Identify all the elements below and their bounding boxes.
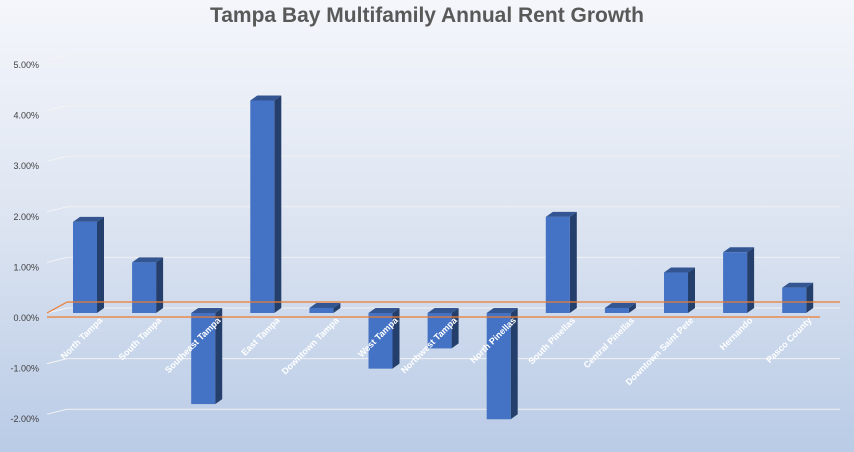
y-tick-label: 2.00% xyxy=(13,212,39,222)
bar xyxy=(604,307,629,313)
bar-side xyxy=(333,302,341,313)
x-tick-label: Downtown Saint Pete xyxy=(624,315,696,387)
bar xyxy=(368,313,393,369)
gridline-depth xyxy=(46,155,68,162)
y-tick-label: 5.00% xyxy=(13,60,39,70)
bar xyxy=(664,272,688,313)
bar-downtown-saint-pete xyxy=(664,267,695,313)
zero-line-depth xyxy=(46,301,68,314)
gridline-depth xyxy=(46,408,68,415)
bar-south-pinellas xyxy=(545,211,577,313)
y-tick-label: -2.00% xyxy=(10,414,39,424)
bar-top xyxy=(191,308,223,313)
bar-side xyxy=(688,267,695,313)
bar-top xyxy=(132,257,164,263)
bar-top xyxy=(427,308,459,313)
x-tick-label: East Tampa xyxy=(239,315,282,358)
gridline-depth xyxy=(46,307,68,314)
gridlines xyxy=(46,54,840,415)
bar-top xyxy=(604,302,636,308)
bar-side xyxy=(569,211,577,313)
y-axis-ticks: -2.00% -1.00% 0.00% 1.00% 2.00% 3.00% 4.00% 5.0… xyxy=(10,60,39,424)
bar-top xyxy=(250,95,282,101)
gridline-depth xyxy=(46,54,68,61)
bar-downtown-tampa xyxy=(309,302,341,313)
bar-top xyxy=(782,282,814,288)
x-tick-label: Downtown Tampa xyxy=(280,315,342,377)
gridline-depth xyxy=(46,256,68,263)
bar-side xyxy=(451,308,459,349)
bar-top xyxy=(723,247,755,253)
gridline-depth xyxy=(46,206,68,213)
zero-line-layer xyxy=(46,301,840,318)
bar xyxy=(250,100,275,313)
bar-side xyxy=(510,308,518,420)
x-tick-label: North Tampa xyxy=(59,315,106,362)
bar-northwest-tampa xyxy=(427,308,459,349)
bar-central-pinellas xyxy=(604,302,636,313)
x-tick-label: Pasco County xyxy=(764,315,814,365)
bar-side xyxy=(806,282,814,313)
x-tick-label: South Tampa xyxy=(117,315,165,363)
bar xyxy=(132,262,157,313)
bar-hernando xyxy=(723,247,755,313)
bar-top xyxy=(545,211,577,217)
y-tick-label: 4.00% xyxy=(13,111,39,121)
y-tick-label: -1.00% xyxy=(10,364,39,374)
bar-west-tampa xyxy=(368,308,400,369)
bar-side xyxy=(156,257,164,313)
chart-title: Tampa Bay Multifamily Annual Rent Growth xyxy=(209,4,645,27)
bar-east-tampa xyxy=(250,95,282,313)
y-tick-label: 0.00% xyxy=(13,313,39,323)
bar-south-tampa xyxy=(132,257,164,313)
bar-pasco-county xyxy=(782,282,814,313)
bar-top xyxy=(368,308,400,313)
bar-north-pinellas xyxy=(486,308,518,420)
bar-top xyxy=(309,302,341,308)
bar-side xyxy=(392,308,400,369)
bar xyxy=(427,313,452,349)
bar xyxy=(545,216,570,313)
bar xyxy=(723,252,748,313)
bar xyxy=(309,307,334,313)
bar-north-tampa xyxy=(73,216,104,313)
bar xyxy=(73,221,97,313)
bar-side xyxy=(215,308,223,405)
bars xyxy=(73,95,814,420)
y-tick-label: 1.00% xyxy=(13,262,39,272)
bar-top xyxy=(486,308,518,313)
bar-top xyxy=(664,267,695,273)
bar-side xyxy=(274,95,282,313)
bar-southeast-tampa xyxy=(191,308,223,405)
bar xyxy=(782,287,807,313)
bar xyxy=(191,313,216,405)
x-tick-label: Central Pinellas xyxy=(581,315,636,370)
bar-top xyxy=(73,216,104,222)
bar-side xyxy=(628,302,636,313)
bar xyxy=(486,313,511,420)
gridline-depth xyxy=(46,105,68,112)
x-tick-label: Hernando xyxy=(718,315,755,352)
y-tick-label: 3.00% xyxy=(13,161,39,171)
bar-side xyxy=(747,247,755,313)
gridline-depth xyxy=(46,358,68,365)
bar-side xyxy=(97,216,104,313)
